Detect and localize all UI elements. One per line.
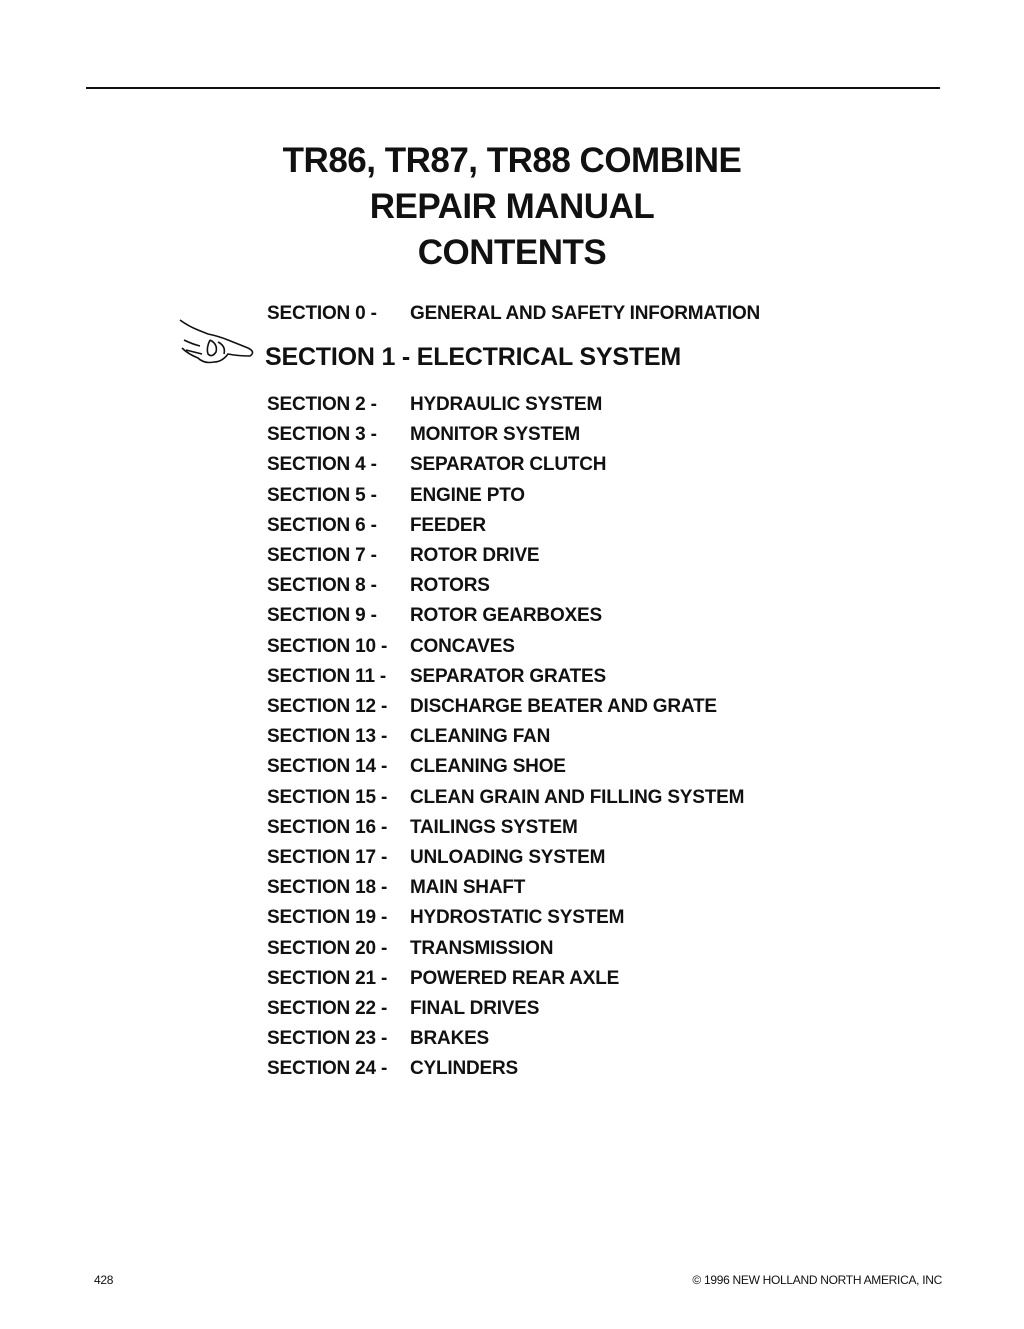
toc-entry[interactable]: SECTION 2 - HYDRAULIC SYSTEM <box>267 394 602 416</box>
section-title: POWERED REAR AXLE <box>410 967 620 989</box>
toc-entry[interactable]: SECTION 21 - POWERED REAR AXLE <box>267 968 619 990</box>
section-label: SECTION 11 - <box>267 665 387 687</box>
section-title: CLEANING FAN <box>410 726 551 748</box>
toc-entry[interactable]: SECTION 11 - SEPARATOR GRATES <box>267 666 606 688</box>
section-title: GENERAL AND SAFETY INFORMATION <box>410 303 761 324</box>
section-title: CONCAVES <box>410 635 515 657</box>
section-label: SECTION 13 - <box>267 726 388 748</box>
section-label: SECTION 21 - <box>267 967 388 989</box>
section-label: SECTION 24 - <box>267 1058 388 1080</box>
section-label: SECTION 4 - <box>267 454 377 476</box>
section-title: ENGINE PTO <box>410 484 525 506</box>
toc-entry[interactable]: SECTION 16 - TAILINGS SYSTEM <box>267 817 578 839</box>
section-label: SECTION 20 - <box>267 937 388 959</box>
section-title: ROTOR DRIVE <box>410 545 540 566</box>
copyright: © 1996 NEW HOLLAND NORTH AMERICA, INC <box>692 1273 942 1287</box>
section-title: ROTORS <box>410 575 490 597</box>
toc-entry[interactable]: SECTION 12 - DISCHARGE BEATER AND GRATE <box>267 696 717 718</box>
toc-entry-section-1-current[interactable]: SECTION 1 - ELECTRICAL SYSTEM <box>265 343 682 371</box>
title-line: CONTENTS <box>417 233 607 272</box>
section-title: TAILINGS SYSTEM <box>410 816 578 838</box>
toc-entry[interactable]: SECTION 20 - TRANSMISSION <box>267 938 553 960</box>
section-title: FINAL DRIVES <box>410 998 540 1019</box>
section-title: UNLOADING SYSTEM <box>410 847 606 868</box>
header-rule <box>86 87 940 89</box>
section-title: MONITOR SYSTEM <box>410 424 580 446</box>
section-label: SECTION 18 - <box>267 877 388 899</box>
page-number: 428 <box>94 1273 114 1287</box>
section-label: SECTION 12 - <box>267 696 388 717</box>
toc-entry[interactable]: SECTION 17 - UNLOADING SYSTEM <box>267 847 605 869</box>
section-label: SECTION 5 - <box>267 484 377 506</box>
toc-entry[interactable]: SECTION 3 - MONITOR SYSTEM <box>267 424 580 446</box>
section-title: CYLINDERS <box>410 1058 518 1080</box>
section-label: SECTION 22 - <box>267 998 388 1019</box>
section-label: SECTION 16 - <box>267 816 388 838</box>
pointing-hand-icon <box>179 319 254 364</box>
section-label: SECTION 17 - <box>267 847 388 868</box>
section-title: CLEANING SHOE <box>410 756 566 778</box>
section-label: SECTION 9 - <box>267 605 377 627</box>
toc-entry-section-0[interactable]: SECTION 0 - GENERAL AND SAFETY INFORMATIO… <box>267 303 760 325</box>
section-label: SECTION 15 - <box>267 786 388 808</box>
section-label: SECTION 23 - <box>267 1028 388 1050</box>
section-title: DISCHARGE BEATER AND GRATE <box>410 696 717 717</box>
section-title: ROTOR GEARBOXES <box>410 605 602 627</box>
toc-entry[interactable]: SECTION 18 - MAIN SHAFT <box>267 877 525 899</box>
toc-entry[interactable]: SECTION 15 - CLEAN GRAIN AND FILLING SYST… <box>267 787 744 809</box>
section-label: SECTION 14 - <box>267 756 388 778</box>
section-title: HYDROSTATIC SYSTEM <box>410 907 625 929</box>
section-label: SECTION 0 - <box>267 303 377 324</box>
toc-entry[interactable]: SECTION 23 - BRAKES <box>267 1028 489 1050</box>
toc-entry[interactable]: SECTION 22 - FINAL DRIVES <box>267 998 539 1020</box>
toc-entry[interactable]: SECTION 19 - HYDROSTATIC SYSTEM <box>267 907 624 929</box>
section-title: SEPARATOR GRATES <box>410 665 606 687</box>
section-title: TRANSMISSION <box>410 937 554 959</box>
section-title: BRAKES <box>410 1028 490 1050</box>
section-label: SECTION 19 - <box>267 907 388 929</box>
toc-entry[interactable]: SECTION 8 - ROTORS <box>267 575 490 597</box>
toc-entry[interactable]: SECTION 6 - FEEDER <box>267 515 486 537</box>
section-title: MAIN SHAFT <box>410 877 526 899</box>
section-label: SECTION 10 - <box>267 635 388 657</box>
toc-entry[interactable]: SECTION 9 - ROTOR GEARBOXES <box>267 605 602 627</box>
toc-entry[interactable]: SECTION 14 - CLEANING SHOE <box>267 756 566 778</box>
toc-entry[interactable]: SECTION 13 - CLEANING FAN <box>267 726 550 748</box>
section-title: FEEDER <box>410 514 486 536</box>
section-label: SECTION 2 - <box>267 394 377 415</box>
section-title: SEPARATOR CLUTCH <box>410 454 607 476</box>
page-title: TR86, TR87, TR88 COMBINE REPAIR MANUAL C… <box>0 138 1024 276</box>
section-title: HYDRAULIC SYSTEM <box>410 394 603 415</box>
toc-entry[interactable]: SECTION 24 - CYLINDERS <box>267 1058 518 1080</box>
section-title: CLEAN GRAIN AND FILLING SYSTEM <box>410 786 745 808</box>
toc-entry[interactable]: SECTION 5 - ENGINE PTO <box>267 485 525 507</box>
section-label: SECTION 7 - <box>267 545 377 566</box>
section-label: SECTION 3 - <box>267 424 377 446</box>
title-line: TR86, TR87, TR88 COMBINE <box>282 141 742 180</box>
toc-entry[interactable]: SECTION 7 - ROTOR DRIVE <box>267 545 540 567</box>
section-label: SECTION 6 - <box>267 514 377 536</box>
title-line: REPAIR MANUAL <box>369 187 655 226</box>
toc-entry[interactable]: SECTION 10 - CONCAVES <box>267 636 515 658</box>
toc-entry[interactable]: SECTION 4 - SEPARATOR CLUTCH <box>267 454 607 476</box>
section-label: SECTION 8 - <box>267 575 377 597</box>
